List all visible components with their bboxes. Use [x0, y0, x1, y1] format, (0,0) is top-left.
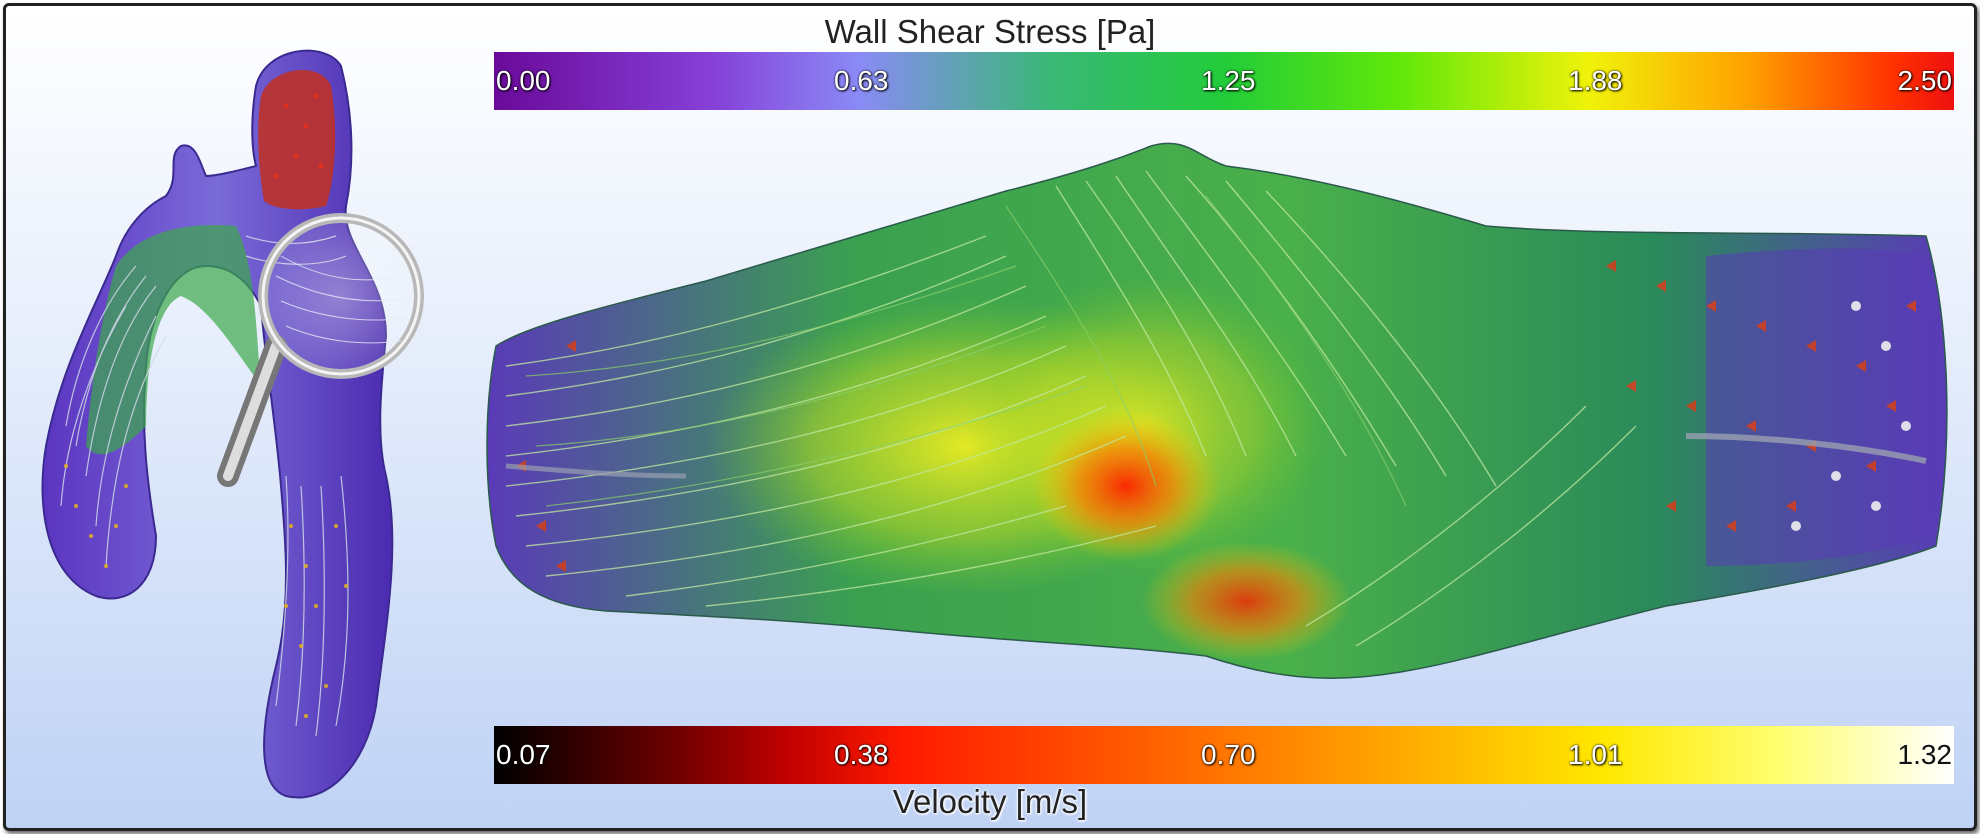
wss-tick: 1.88 [1568, 65, 1623, 96]
velocity-tick: 1.01 [1568, 739, 1623, 770]
vessel-detail [486, 142, 1948, 679]
velocity-tick: 0.70 [1201, 739, 1256, 770]
wss-tick: 2.50 [1897, 65, 1953, 96]
wss-colorbar-title: Wall Shear Stress [Pa] [824, 13, 1156, 50]
flow-scene [41, 49, 1948, 799]
velocity-colorbar: 0.07 0.38 0.70 1.01 1.32 [494, 726, 1954, 784]
figure-frame: Wall Shear Stress [Pa] 0.00 0.63 1.25 1.… [3, 3, 1977, 831]
velocity-tick: 0.38 [834, 739, 889, 770]
wss-tick: 0.63 [834, 65, 889, 96]
vessel-overview [41, 49, 394, 799]
wss-tick: 1.25 [1201, 65, 1256, 96]
wss-tick: 0.00 [496, 65, 551, 96]
velocity-tick: 0.07 [496, 739, 551, 770]
velocity-tick: 1.32 [1897, 739, 1953, 770]
magnifying-glass-icon [217, 213, 424, 487]
wss-colorbar: 0.00 0.63 1.25 1.88 2.50 [494, 52, 1954, 110]
velocity-colorbar-title: Velocity [m/s] [892, 783, 1088, 820]
